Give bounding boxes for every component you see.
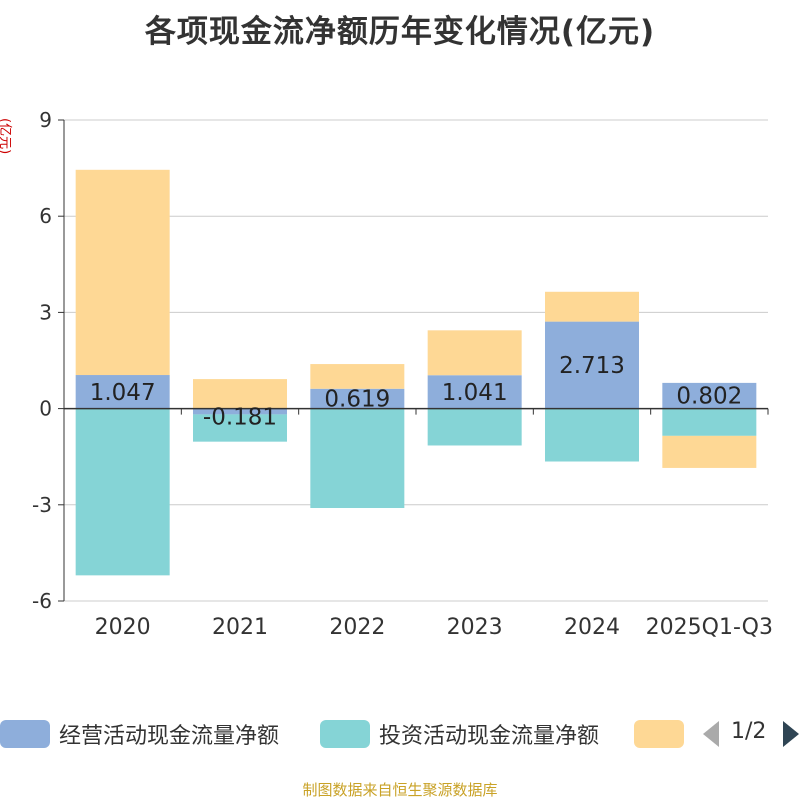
legend-page-indicator: 1/2 xyxy=(731,719,767,744)
y-tick-label-9: 9 xyxy=(39,108,52,132)
legend: 经营活动现金流量净额 投资活动现金流量净额 1/2 xyxy=(0,716,800,752)
legend-prev-page-icon[interactable] xyxy=(703,721,719,747)
legend-label-investing: 投资活动现金流量净额 xyxy=(379,724,600,749)
bar-financing-2020 xyxy=(75,169,170,376)
legend-item-financing[interactable] xyxy=(634,716,693,752)
data-source-footer: 制图数据来自恒生聚源数据库 xyxy=(302,781,498,799)
bar-operating-2020 xyxy=(75,375,170,409)
bar-investing-2023 xyxy=(427,408,522,446)
legend-swatch-operating xyxy=(0,720,50,748)
legend-label-operating: 经营活动现金流量净额 xyxy=(59,724,280,749)
legend-swatch-financing xyxy=(634,720,684,748)
y-tick-label-3: 3 xyxy=(39,300,52,324)
bar-financing-2021 xyxy=(193,379,287,409)
bar-operating-2025Q1-Q3 xyxy=(662,382,757,409)
data-label-operating-2021: -0.181 xyxy=(203,405,277,431)
y-tick-label--6: -6 xyxy=(32,589,52,613)
x-category-label-2021: 2021 xyxy=(212,615,268,640)
legend-swatch-investing xyxy=(320,720,370,748)
bar-operating-2021 xyxy=(193,408,287,415)
data-label-operating-2025Q1-Q3: 0.802 xyxy=(676,384,742,410)
x-category-label-2020: 2020 xyxy=(95,615,151,640)
bar-operating-2023 xyxy=(427,375,522,409)
x-category-label-2022: 2022 xyxy=(329,615,385,640)
bar-investing-2024 xyxy=(545,408,639,462)
bar-financing-2022 xyxy=(310,364,405,389)
x-category-label-2024: 2024 xyxy=(564,615,620,640)
y-tick-label--3: -3 xyxy=(32,493,52,517)
data-label-operating-2023: 1.041 xyxy=(442,380,508,406)
data-label-operating-2024: 2.713 xyxy=(559,353,625,379)
chart-plot: -6 -3 0 3 6 9 2020 2021 2022 2023 2024 2025Q1-Q3 1.0… xyxy=(32,108,773,640)
bar-investing-2022 xyxy=(310,408,405,509)
chart-title: 各项现金流净额历年变化情况(亿元) xyxy=(144,14,656,50)
legend-next-page-icon[interactable] xyxy=(783,721,799,747)
data-label-operating-2020: 1.047 xyxy=(90,380,156,406)
legend-item-operating[interactable]: 经营活动现金流量净额 xyxy=(0,716,279,752)
data-label-operating-2022: 0.619 xyxy=(324,387,390,413)
bar-financing-2024 xyxy=(545,291,639,322)
bar-financing-2023 xyxy=(427,330,522,376)
y-tick-label-0: 0 xyxy=(39,397,52,421)
y-tick-label-6: 6 xyxy=(39,204,52,228)
bar-operating-2024 xyxy=(545,321,639,409)
legend-item-investing[interactable]: 投资活动现金流量净额 xyxy=(320,716,599,752)
bar-operating-2022 xyxy=(310,388,405,409)
x-category-label-2025Q1-Q3: 2025Q1-Q3 xyxy=(646,615,773,640)
bar-financing-2025Q1-Q3 xyxy=(662,435,757,468)
bar-investing-2025Q1-Q3 xyxy=(662,408,757,436)
x-category-label-2023: 2023 xyxy=(447,615,503,640)
bar-investing-2021 xyxy=(193,414,287,442)
bar-investing-2020 xyxy=(75,408,170,576)
